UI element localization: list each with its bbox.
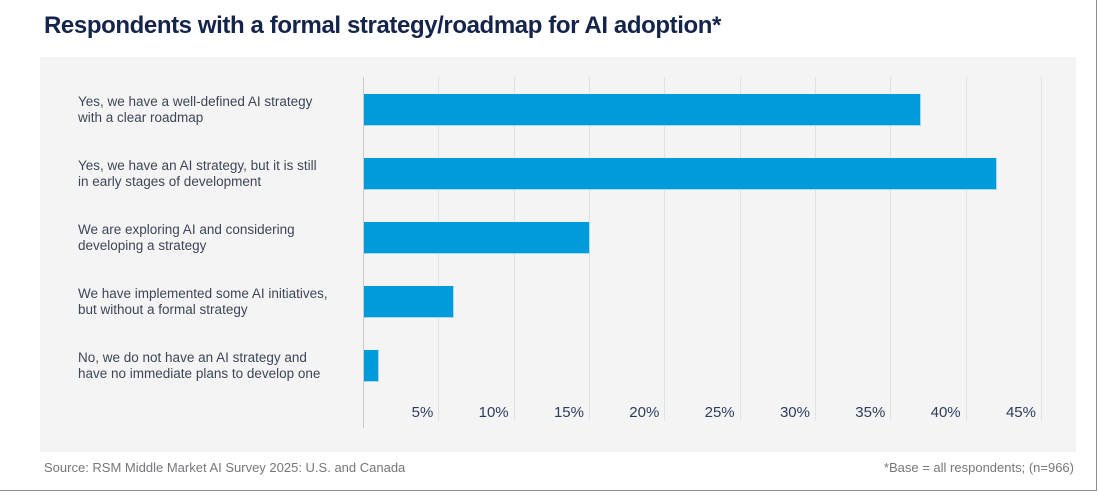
chart-title: Respondents with a formal strategy/roadm… <box>44 12 721 39</box>
category-label-line: Yes, we have a well-defined AI strategy <box>78 94 313 109</box>
category-label-line: but without a formal strategy <box>78 302 248 317</box>
bar <box>364 222 590 254</box>
gridline <box>965 77 967 421</box>
x-tick-label: 20% <box>629 404 660 421</box>
gridline <box>664 77 666 421</box>
frame-right-border <box>1096 0 1097 491</box>
x-tick-label: 15% <box>553 404 584 421</box>
bar <box>364 350 380 382</box>
plot-panel: Yes, we have a well-defined AI strategy w… <box>40 57 1076 452</box>
category-label-line: Yes, we have an AI strategy, but it is s… <box>78 158 317 173</box>
category-label-line: We have implemented some AI initiatives, <box>78 286 328 301</box>
x-axis-line <box>363 77 364 428</box>
category-label-line: No, we do not have an AI strategy and <box>78 350 307 365</box>
x-tick-label: 25% <box>704 404 735 421</box>
category-label-line: We are exploring AI and considering <box>78 222 295 237</box>
gridline <box>739 77 741 421</box>
category-label-line: developing a strategy <box>78 238 207 253</box>
bar <box>364 94 922 126</box>
x-tick-label: 30% <box>779 404 810 421</box>
category-label: No, we do not have an AI strategy and hav… <box>78 350 353 382</box>
x-tick-label: 5% <box>411 404 434 421</box>
plot-area: 5% 10% 15% 20% 25% 30% 35% 40% 45% <box>363 57 1076 452</box>
frame-bottom-border <box>0 490 1097 491</box>
category-label: We are exploring AI and considering devel… <box>78 222 353 254</box>
x-tick-label: 40% <box>930 404 961 421</box>
bar <box>364 158 997 190</box>
x-tick-label: 10% <box>478 404 509 421</box>
source-note: Source: RSM Middle Market AI Survey 2025… <box>44 460 406 475</box>
category-label: Yes, we have an AI strategy, but it is s… <box>78 158 353 190</box>
x-tick-label: 35% <box>855 404 886 421</box>
gridline <box>815 77 816 421</box>
category-labels-column: Yes, we have a well-defined AI strategy w… <box>40 57 363 452</box>
x-tick-label: 45% <box>1005 404 1036 421</box>
category-label: We have implemented some AI initiatives,… <box>78 286 353 318</box>
gridline <box>1041 77 1042 421</box>
bar <box>364 286 455 318</box>
category-label-line: with a clear roadmap <box>78 110 204 125</box>
category-label-line: in early stages of development <box>78 174 262 189</box>
category-label-line: have no immediate plans to develop one <box>78 366 321 381</box>
category-label: Yes, we have a well-defined AI strategy w… <box>78 94 353 126</box>
base-note: *Base = all respondents; (n=966) <box>883 460 1074 475</box>
gridline <box>890 77 892 421</box>
